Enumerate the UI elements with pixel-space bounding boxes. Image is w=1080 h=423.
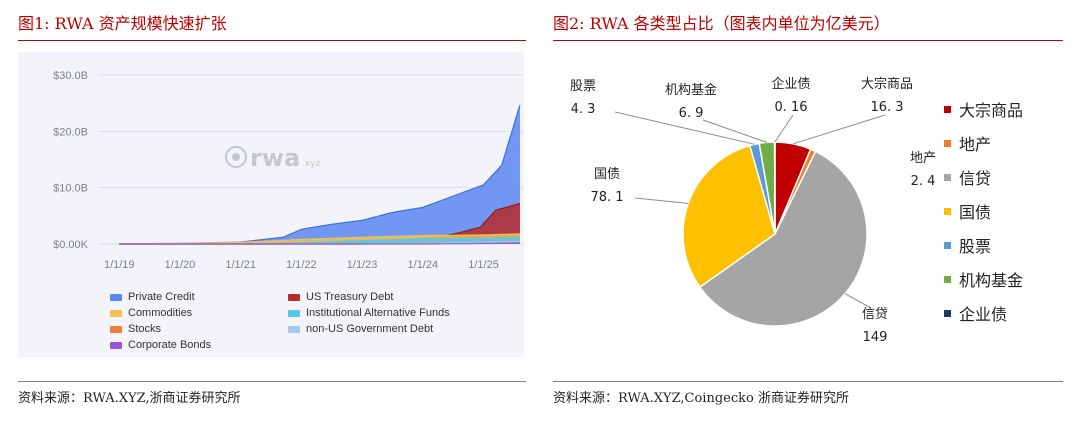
y-tick-label: $20.0B xyxy=(53,126,88,138)
legend-item-non-us-gov: non-US Government Debt xyxy=(288,323,433,335)
pie-legend-item: 信贷 xyxy=(944,160,1079,194)
right-source-note: 资料来源：RWA.XYZ,Coingecko 浙商证券研究所 xyxy=(553,391,849,406)
right-title-rule xyxy=(553,40,1063,41)
slice-label: 企业债 xyxy=(771,76,810,92)
legend-label: 地产 xyxy=(959,135,992,154)
leader-line xyxy=(702,119,768,143)
area-series-inst-alt-funds xyxy=(119,237,520,244)
slice-value-label: 16. 3 xyxy=(870,100,903,115)
legend-swatch xyxy=(944,173,951,181)
legend-swatch xyxy=(288,309,300,317)
legend-item-private-credit: Private Credit xyxy=(110,291,195,303)
legend-swatch xyxy=(944,309,951,317)
legend-swatch xyxy=(110,293,122,301)
pie-legend-item: 企业债 xyxy=(944,296,1079,330)
legend-swatch xyxy=(288,325,300,333)
watermark-text: rwa xyxy=(250,144,300,172)
left-source-rule xyxy=(18,381,526,382)
legend-label: 国债 xyxy=(959,203,992,222)
pie-chart: 大宗商品 16. 3 地产 2. 4 信贷 149 国债 78. 1 股票 4. 3 机构基金 6. … xyxy=(570,76,936,345)
area-chart: $0.00K $10.0B $20.0B $30.0B 1/1/19 1/1/20 1/1/… xyxy=(53,70,523,271)
legend-swatch xyxy=(110,341,122,349)
slice-value-label: 149 xyxy=(863,330,888,345)
area-chart-panel: $0.00K $10.0B $20.0B $30.0B 1/1/19 1/1/20 1/1/… xyxy=(18,52,524,357)
slice-value-label: 0. 16 xyxy=(774,100,807,115)
pie-legend-item: 国债 xyxy=(944,194,1079,228)
left-source-note: 资料来源：RWA.XYZ,浙商证券研究所 xyxy=(18,391,241,406)
legend-label: 股票 xyxy=(959,237,992,256)
legend-swatch xyxy=(288,293,300,301)
slice-value-label: 78. 1 xyxy=(590,190,623,205)
legend-label: Institutional Alternative Funds xyxy=(306,307,450,319)
x-tick-label: 1/1/25 xyxy=(468,259,499,271)
area-series-edge xyxy=(119,242,520,245)
area-series-edge xyxy=(119,233,520,245)
x-tick-label: 1/1/21 xyxy=(225,259,256,271)
leader-line xyxy=(774,114,794,143)
pie-legend-item: 股票 xyxy=(944,228,1079,262)
slice-label: 国债 xyxy=(594,167,620,182)
pie-legend-item: 大宗商品 xyxy=(944,92,1079,126)
slice-label: 机构基金 xyxy=(665,82,717,98)
right-source-rule xyxy=(553,381,1063,382)
right-figure-title: 图2: RWA 各类型占比（图表内单位为亿美元） xyxy=(553,14,890,33)
pie-slice xyxy=(682,144,776,289)
legend-label: Private Credit xyxy=(128,291,195,303)
watermark-logo-icon xyxy=(225,146,247,168)
legend-swatch xyxy=(944,105,951,113)
pie-legend: 大宗商品 地产 信贷 国债 股票 机构基金 企业债 xyxy=(944,92,1079,330)
legend-item-stocks: Stocks xyxy=(110,323,161,335)
legend-item-inst-alt-funds: Institutional Alternative Funds xyxy=(288,307,450,319)
leader-line xyxy=(844,293,872,309)
left-title-rule xyxy=(18,40,526,41)
x-tick-label: 1/1/22 xyxy=(286,259,317,271)
leader-line xyxy=(793,114,886,145)
legend-swatch xyxy=(944,207,951,215)
legend-swatch xyxy=(944,139,951,147)
slice-value-label: 6. 9 xyxy=(679,106,704,121)
legend-label: US Treasury Debt xyxy=(306,291,394,303)
slice-label: 大宗商品 xyxy=(861,76,913,92)
leader-line xyxy=(634,197,689,204)
legend-label: 信贷 xyxy=(959,169,992,188)
pie-legend-item: 地产 xyxy=(944,126,1079,160)
y-tick-label: $10.0B xyxy=(53,183,88,195)
x-tick-label: 1/1/19 xyxy=(104,259,135,271)
legend-label: 机构基金 xyxy=(959,271,1024,290)
watermark-suffix: .xyz xyxy=(302,159,321,169)
x-tick-label: 1/1/20 xyxy=(165,259,196,271)
area-series-private-credit xyxy=(119,104,520,245)
slice-label: 股票 xyxy=(570,79,596,94)
legend-label: non-US Government Debt xyxy=(306,323,434,335)
slice-value-label: 4. 3 xyxy=(571,102,596,117)
slice-label: 地产 xyxy=(910,151,936,166)
legend-label: 大宗商品 xyxy=(959,101,1024,120)
legend-swatch xyxy=(110,309,122,317)
y-tick-label: $30.0B xyxy=(53,70,88,82)
legend-label: Commodities xyxy=(128,307,193,319)
x-tick-label: 1/1/24 xyxy=(408,259,439,271)
legend-item-us-treasury: US Treasury Debt xyxy=(288,291,393,303)
legend-swatch xyxy=(944,275,951,283)
leader-line xyxy=(614,111,755,145)
slice-label: 信贷 xyxy=(862,307,888,322)
legend-item-commodities: Commodities xyxy=(110,307,192,319)
legend-item-corporate-bonds: Corporate Bonds xyxy=(110,339,211,351)
legend-label: Corporate Bonds xyxy=(128,339,212,351)
left-figure-title: 图1: RWA 资产规模快速扩张 xyxy=(18,14,227,33)
legend-swatch xyxy=(944,241,951,249)
x-tick-label: 1/1/23 xyxy=(347,259,378,271)
legend-label: 企业债 xyxy=(959,305,1008,324)
pie-legend-item: 机构基金 xyxy=(944,262,1079,296)
legend-label: Stocks xyxy=(128,323,162,335)
watermark-logo-dot xyxy=(232,153,240,161)
legend-swatch xyxy=(110,325,122,333)
slice-value-label: 2. 4 xyxy=(911,174,936,189)
y-tick-label: $0.00K xyxy=(53,239,89,251)
